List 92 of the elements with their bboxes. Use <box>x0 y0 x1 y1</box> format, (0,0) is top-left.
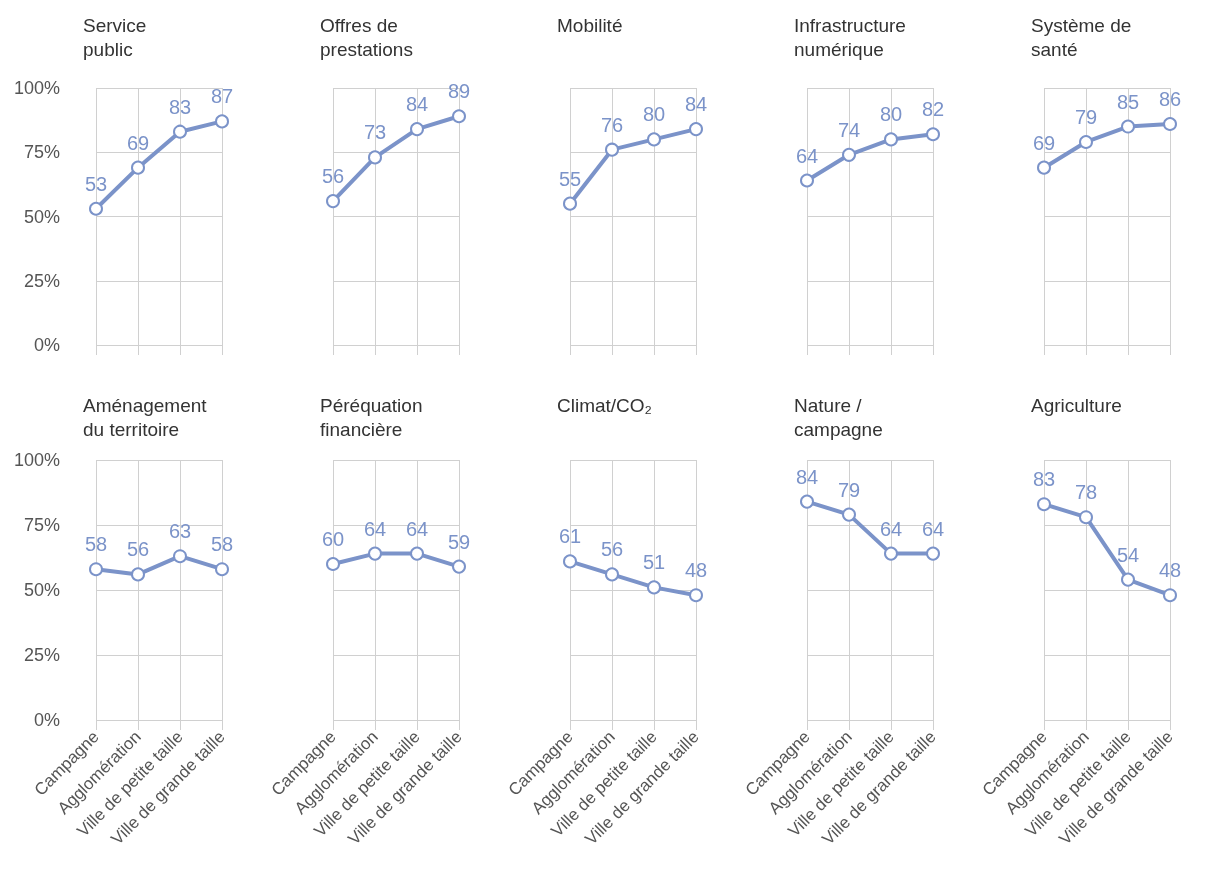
point <box>173 124 187 139</box>
y-tick-label: 75% <box>23 142 60 163</box>
point <box>1037 160 1051 175</box>
data-label: 76 <box>600 113 624 136</box>
point <box>563 554 577 569</box>
data-label: 48 <box>684 559 708 582</box>
data-label: 89 <box>447 80 471 103</box>
point <box>89 201 103 216</box>
data-label: 56 <box>321 165 345 188</box>
data-label: 64 <box>921 517 945 540</box>
data-label: 84 <box>684 93 708 116</box>
point <box>368 150 382 165</box>
data-label: 79 <box>1074 105 1098 128</box>
point <box>605 142 619 157</box>
point <box>1079 510 1093 525</box>
data-label: 86 <box>1158 87 1182 110</box>
data-label: 64 <box>879 517 903 540</box>
data-label: 54 <box>1116 543 1140 566</box>
data-label: 58 <box>210 533 234 556</box>
data-label: 55 <box>558 167 582 190</box>
point <box>800 173 814 188</box>
y-tick-label: 25% <box>23 645 60 665</box>
y-tick-label: 100% <box>13 78 60 98</box>
point <box>563 196 577 211</box>
point <box>1121 572 1135 587</box>
data-label: 78 <box>1074 481 1098 504</box>
data-label: 80 <box>879 103 903 126</box>
y-tick-label: 100% <box>13 450 60 470</box>
chart-title: Climat/CO₂ <box>557 394 652 416</box>
chart-title: Système de santé <box>1031 14 1132 60</box>
point <box>1163 116 1177 131</box>
data-label: 74 <box>837 118 861 141</box>
data-label: 48 <box>1158 559 1182 582</box>
data-label: 83 <box>168 95 192 118</box>
data-label: 85 <box>1116 90 1140 113</box>
data-label: 58 <box>84 533 108 556</box>
chart-title: Offres de prestations <box>320 14 413 60</box>
data-label: 64 <box>405 517 429 540</box>
data-label: 51 <box>642 551 666 574</box>
data-label: 60 <box>321 528 345 550</box>
data-label: 69 <box>1032 131 1056 154</box>
point <box>173 549 187 564</box>
data-label: 64 <box>795 144 819 167</box>
point <box>647 580 661 595</box>
point <box>689 122 703 137</box>
point <box>926 127 940 142</box>
point <box>1121 119 1135 134</box>
point <box>215 114 229 129</box>
chart-title: Aménagement du territoire <box>83 394 208 440</box>
data-label: 56 <box>600 538 624 561</box>
point <box>842 147 856 162</box>
chart-title: Nature / campagne <box>794 394 883 440</box>
data-label: 80 <box>642 103 666 126</box>
y-tick-label: 0% <box>33 710 60 730</box>
data-label: 53 <box>84 172 108 195</box>
point <box>410 122 424 137</box>
point <box>215 562 229 577</box>
point <box>1037 497 1051 512</box>
point <box>647 132 661 147</box>
point <box>1079 134 1093 149</box>
data-label: 84 <box>405 93 429 116</box>
y-tick-label: 50% <box>23 580 60 600</box>
y-tick-label: 0% <box>33 335 60 355</box>
data-label: 73 <box>363 121 387 144</box>
data-label: 59 <box>447 530 471 553</box>
data-label: 84 <box>795 465 819 488</box>
data-label: 79 <box>837 478 861 501</box>
chart-title: Péréquation financière <box>320 394 423 440</box>
data-label: 82 <box>921 98 945 121</box>
point <box>326 194 340 209</box>
point <box>131 567 145 582</box>
y-tick-label: 75% <box>23 515 60 535</box>
point <box>452 109 466 124</box>
point <box>89 562 103 577</box>
y-tick-label: 25% <box>23 270 60 291</box>
data-label: 69 <box>126 131 150 154</box>
data-label: 56 <box>126 538 150 561</box>
point <box>1163 588 1177 603</box>
data-label: 64 <box>363 517 387 540</box>
chart-title: Agriculture <box>1031 394 1122 416</box>
data-label: 87 <box>210 85 234 108</box>
point <box>131 160 145 175</box>
data-label: 61 <box>558 525 582 548</box>
data-label: 83 <box>1032 468 1056 491</box>
chart-title: Infrastructure numérique <box>794 14 906 60</box>
y-tick-label: 50% <box>23 206 60 227</box>
chart-title: Service public <box>83 14 147 60</box>
chart-title: Mobilité <box>557 14 623 36</box>
data-label: 63 <box>168 520 192 543</box>
point <box>884 132 898 147</box>
point <box>605 567 619 582</box>
point <box>689 588 703 603</box>
